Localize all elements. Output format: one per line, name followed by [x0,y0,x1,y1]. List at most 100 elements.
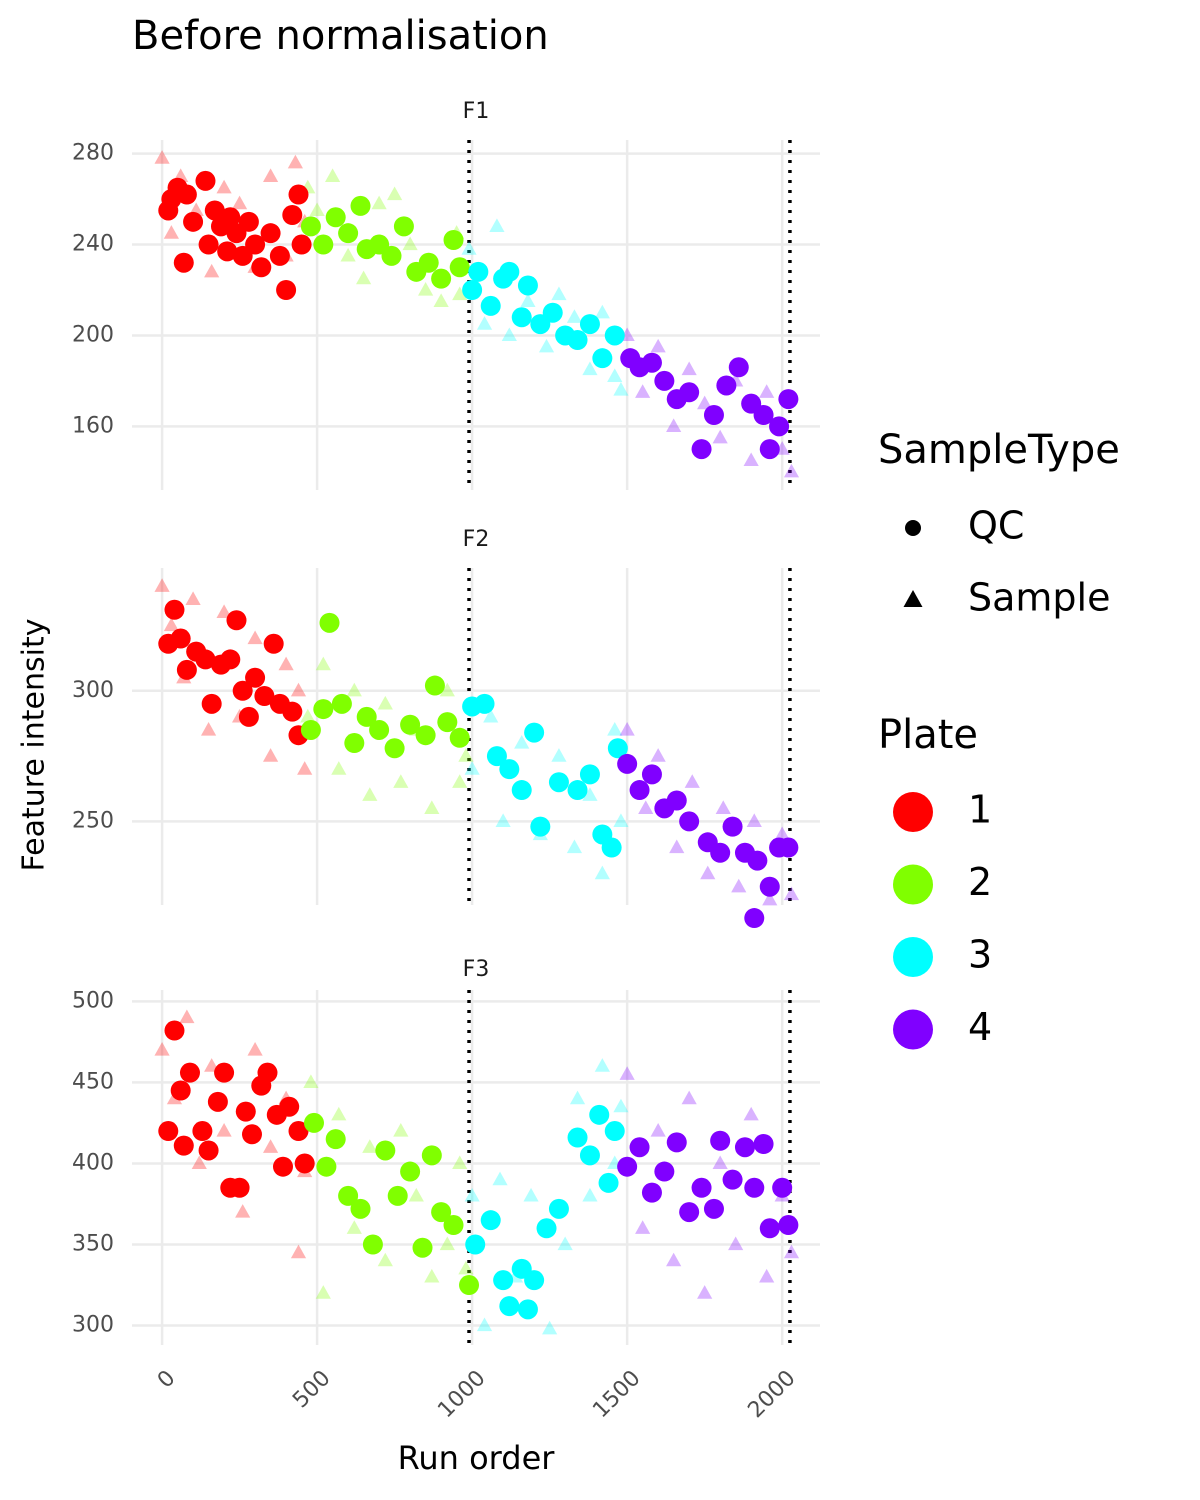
qc-point [629,1137,650,1158]
qc-point [207,1091,228,1112]
qc-point [279,1096,300,1117]
qc-point [759,876,780,897]
sample-point [325,168,341,182]
sample-point [185,591,201,605]
qc-point [722,1169,743,1190]
legend-label: 4 [968,1005,992,1049]
y-axis-title: Feature intensity [17,619,52,872]
qc-point [173,1135,194,1156]
qc-point [601,837,622,858]
sample-point [650,748,666,762]
qc-point [300,719,321,740]
sample-point [393,774,409,788]
qc-point [666,1132,687,1153]
qc-point [710,1130,731,1151]
sample-point [619,1066,635,1080]
sample-point [362,787,378,801]
qc-point [589,1104,610,1125]
qc-point [517,275,538,296]
sample-point [424,1268,440,1283]
qc-point [617,753,638,774]
qc-point [607,738,628,759]
y-tick-label: 200 [72,322,114,347]
legend-key [893,1009,933,1050]
legend-title: Plate [878,712,978,758]
sample-point [377,1252,393,1267]
sample-point [452,774,468,788]
legend-label: 2 [968,860,992,904]
sample-point [638,800,654,814]
sample-point [566,309,583,323]
sample-point [743,452,759,467]
sample-point [179,1009,195,1024]
sample-point [235,1204,251,1218]
qc-point [728,357,749,378]
qc-point [173,252,194,273]
sample-point [393,1123,409,1137]
qc-point [465,1234,486,1255]
qc-point [734,1137,755,1158]
sample-point [783,463,800,478]
sample-point [712,429,728,444]
sample-point [262,168,279,182]
sample-point [607,368,623,382]
y-tick-label: 250 [72,808,114,833]
qc-point [524,1270,545,1291]
qc-point [468,261,489,282]
qc-point [384,738,405,759]
sample-point [216,1123,232,1137]
qc-point [654,1161,675,1182]
qc-point [679,1202,700,1223]
sample-point [731,878,747,893]
qc-point [195,649,216,670]
qc-point [192,1121,213,1142]
qc-point [179,1062,200,1083]
qc-point [443,1215,464,1236]
qc-point [449,727,470,748]
qc-point [524,722,545,743]
sample-point [216,179,232,194]
sample-point [613,813,629,828]
sample-point [408,1187,424,1202]
sample-point [582,787,598,801]
qc-point [204,200,225,221]
qc-point [232,680,253,701]
sample-point [297,761,313,775]
sample-point [290,682,307,697]
legend-key [893,864,933,905]
sample-point [551,286,567,301]
sample-point [728,1236,744,1251]
qc-point [703,405,724,425]
qc-point [238,706,259,727]
qc-point [592,348,613,369]
facet-label: F1 [463,99,490,124]
qc-point [387,1185,408,1206]
sample-point [262,1139,279,1153]
sample-point [346,1220,362,1234]
qc-point [276,280,297,300]
qc-point [313,234,334,255]
qc-point [214,1062,235,1083]
qc-point [350,195,371,216]
qc-point [251,257,272,278]
qc-point [226,610,247,631]
y-tick-label: 240 [72,232,114,257]
sample-point [697,1285,713,1299]
sample-point [476,316,493,330]
sample-point [247,630,263,645]
qc-point [288,1121,309,1142]
qc-point [617,1156,638,1177]
sample-point [635,384,651,398]
qc-point [241,1124,262,1145]
qc-point [424,675,445,696]
qc-point [201,693,222,714]
qc-point [511,780,532,801]
sample-point [743,1106,759,1121]
sample-point [402,236,418,251]
qc-point [548,772,569,793]
legend-title: SampleType [878,427,1120,473]
sample-point [452,286,468,301]
qc-point [235,1101,256,1122]
qc-point [443,230,464,250]
qc-point [629,780,650,801]
